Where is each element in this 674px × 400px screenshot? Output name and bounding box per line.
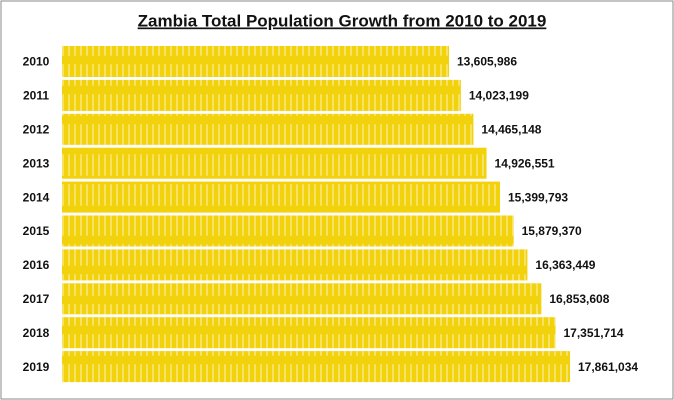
data-label: 16,853,608: [549, 292, 609, 306]
data-label: 14,926,551: [495, 156, 555, 170]
data-label: 14,465,148: [481, 122, 541, 136]
chart-title: Zambia Total Population Growth from 2010…: [138, 11, 547, 30]
y-tick-label: 2018: [23, 326, 50, 340]
bar-texture: [62, 215, 514, 247]
data-label: 15,879,370: [522, 224, 582, 238]
data-label: 17,861,034: [578, 360, 638, 374]
y-tick-label: 2016: [23, 258, 50, 272]
y-tick-label: 2019: [23, 360, 50, 374]
bar-texture: [62, 351, 570, 383]
data-label: 16,363,449: [535, 258, 595, 272]
bar-texture: [62, 283, 542, 315]
data-label: 13,605,986: [457, 55, 517, 69]
y-tick-label: 2012: [23, 122, 50, 136]
bar-texture: [62, 317, 556, 349]
bar-texture: [62, 181, 500, 213]
bar-texture: [62, 147, 487, 179]
data-label: 15,399,793: [508, 190, 568, 204]
bar-texture: [62, 79, 461, 111]
y-tick-label: 2014: [23, 190, 50, 204]
y-tick-label: 2013: [23, 156, 50, 170]
bar-texture: [62, 249, 528, 281]
y-tick-label: 2010: [23, 55, 50, 69]
y-tick-label: 2015: [23, 224, 50, 238]
data-label: 17,351,714: [564, 326, 624, 340]
bar-texture: [62, 113, 474, 145]
data-label: 14,023,199: [469, 89, 529, 103]
y-tick-label: 2017: [23, 292, 50, 306]
bar-texture: [62, 46, 449, 77]
y-tick-label: 2011: [23, 89, 49, 103]
